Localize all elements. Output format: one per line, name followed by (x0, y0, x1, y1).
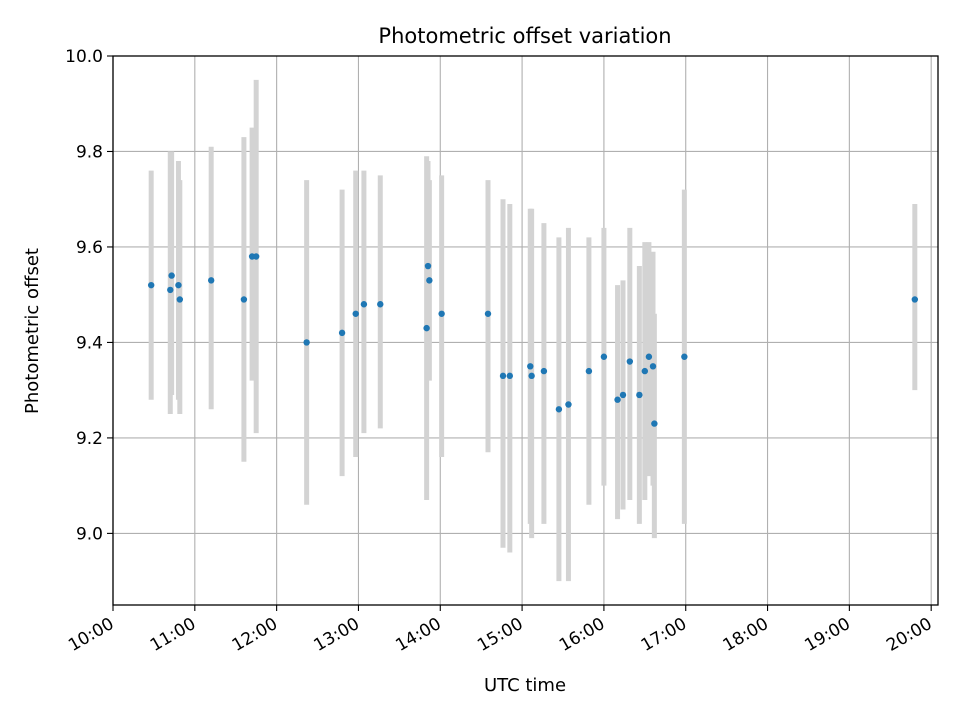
grid (112, 55, 938, 605)
data-point (645, 353, 653, 360)
error-bars (148, 79, 918, 582)
chart-title: Photometric offset variation (378, 24, 671, 48)
y-tick-label: 10.0 (65, 47, 103, 67)
data-point (499, 372, 507, 380)
x-tick-label: 18:00 (720, 614, 772, 656)
data-point (614, 396, 621, 403)
data-point (527, 363, 534, 370)
x-tick-label: 20:00 (883, 614, 935, 656)
data-points (147, 253, 919, 427)
y-tick-label: 9.6 (76, 238, 103, 258)
data-point (506, 372, 514, 380)
data-point (651, 420, 658, 427)
data-point (528, 372, 535, 380)
y-tick-label: 9.0 (76, 524, 103, 544)
data-point (168, 272, 175, 279)
x-tick-label: 15:00 (474, 614, 526, 656)
data-point (252, 253, 260, 260)
data-point (423, 324, 430, 332)
data-point (167, 286, 174, 294)
y-tick-label: 9.2 (76, 429, 103, 449)
data-point (147, 281, 155, 289)
data-point (600, 353, 608, 360)
data-point (540, 367, 548, 375)
x-tick-label: 17:00 (638, 614, 690, 656)
data-point (484, 310, 492, 317)
data-point (641, 367, 649, 375)
data-point (176, 296, 184, 303)
data-point (619, 391, 627, 399)
y-axis: 9.0 9.2 9.4 9.6 9.8 10.0 (65, 47, 113, 544)
x-tick-label: 13:00 (311, 614, 363, 656)
x-tick-label: 10:00 (65, 614, 117, 656)
data-point (438, 310, 445, 317)
y-tick-label: 9.4 (76, 333, 103, 353)
y-tick-label: 9.8 (76, 142, 103, 162)
plot-frame (112, 55, 939, 606)
data-point (426, 277, 433, 284)
data-point (175, 281, 182, 289)
x-tick-label: 14:00 (392, 614, 444, 656)
data-point (626, 358, 634, 365)
x-tick-label: 11:00 (147, 614, 199, 656)
data-point (360, 301, 368, 308)
data-point (377, 301, 384, 308)
x-tick-label: 19:00 (801, 614, 853, 656)
data-point (649, 363, 657, 370)
x-tick-label: 16:00 (556, 614, 608, 656)
data-point (585, 367, 593, 375)
y-axis-label: Photometric offset (22, 248, 43, 414)
x-tick-label: 12:00 (229, 614, 281, 656)
data-point (424, 262, 432, 270)
data-point (207, 277, 215, 284)
data-point (911, 296, 919, 303)
x-axis: 10:00 11:00 12:00 13:00 14:00 15:00 16:00 17:00… (65, 605, 936, 656)
data-point (636, 391, 643, 399)
data-point (555, 406, 563, 413)
data-point (681, 353, 688, 360)
data-point (338, 329, 346, 337)
x-axis-label: UTC time (484, 675, 566, 696)
data-point (240, 296, 248, 303)
data-point (565, 401, 572, 408)
data-point (352, 310, 359, 317)
data-point (303, 339, 310, 346)
